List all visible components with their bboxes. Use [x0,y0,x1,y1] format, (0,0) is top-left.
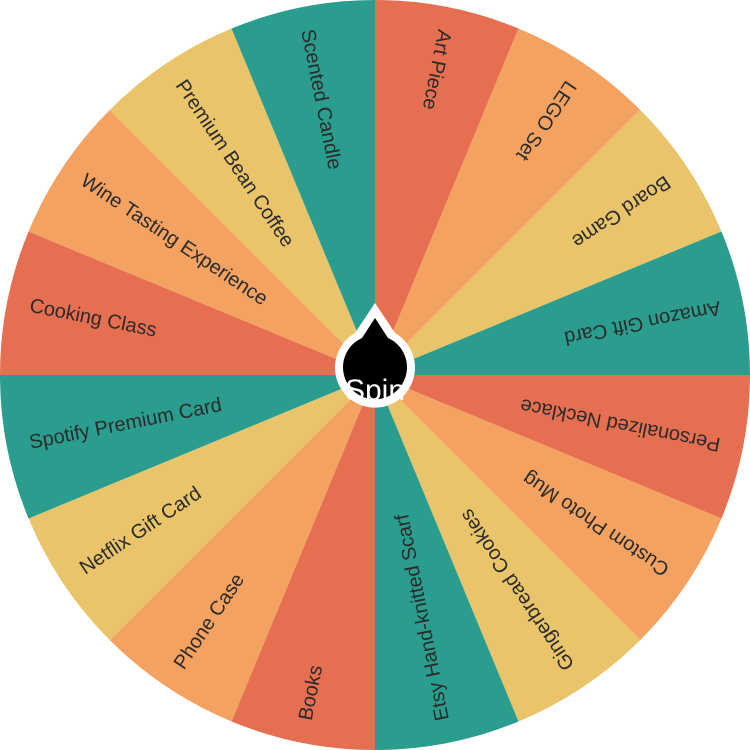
spin-button-label: Spin [345,374,405,407]
wheel-segment [375,28,641,376]
wheel-segment [375,109,722,375]
wheel-segment [375,0,519,375]
wheel-segment [109,375,375,722]
wheel-segment [375,375,750,519]
wheel-segment [375,375,722,641]
wheel-segment [231,0,375,375]
wheel-segment [109,28,375,376]
spin-button[interactable]: Spin [335,303,415,408]
wheel-segment [0,231,375,375]
wheel-segment [375,375,641,722]
wheel-segment [231,375,375,750]
wheel-segment [28,375,376,641]
wheel-segment [375,231,750,375]
wheel-segment [375,375,519,750]
wheel-segment [28,109,376,375]
pointer-fill [343,318,407,400]
wheel-segment [0,375,375,519]
